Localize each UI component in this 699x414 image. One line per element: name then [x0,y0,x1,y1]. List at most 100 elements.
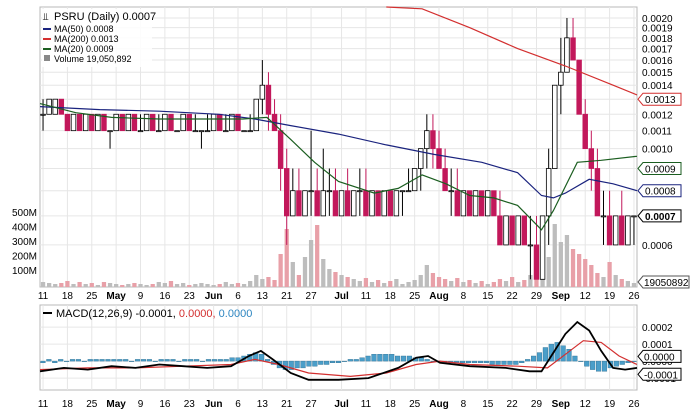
candle-body [241,130,247,133]
price-tick-label: 0.0018 [642,34,673,45]
date-tick-label: 18 [62,291,74,302]
date-tick-label: 25 [86,399,98,410]
macd-histogram-bar [318,360,324,365]
volume-bar [235,283,241,287]
candle-body [137,130,144,133]
candle-body [186,113,192,132]
volume-bar [589,265,594,287]
macd-histogram-bar [182,359,188,362]
candle-body [454,190,461,217]
candle-body [570,37,576,61]
date-tick-label: 25 [409,291,421,302]
macd-histogram-bar [52,360,58,364]
candle-body [101,113,107,132]
candle-body [265,84,272,115]
volume-bar [631,283,637,287]
legend-swatch [44,55,50,61]
macd-histogram-bar [211,359,217,362]
candle-body [338,190,345,217]
price-tick-label: 0.0017 [642,45,673,56]
ma50-line [39,106,638,199]
price-value-badge: 0.0013 [637,92,682,106]
date-tick-label: 11 [38,291,49,302]
candle-body [82,113,89,132]
candle-body [302,190,308,217]
date-tick-label: 25 [409,399,421,410]
candle-body [515,215,521,246]
macd-histogram-bar [75,359,81,362]
volume-bar [339,275,344,287]
volume-bar [528,275,533,287]
candle-body [229,113,235,132]
macd-histogram-bar [117,359,123,362]
volume-bar [455,278,460,287]
macd-value-badge: 0.0000 [637,349,682,363]
macd-histogram-bar [170,359,176,362]
macd-histogram-bar [199,360,206,362]
macd-histogram-bar [631,360,637,362]
candle-body [344,190,351,217]
candle-body [424,130,430,150]
volume-bar [430,273,436,287]
date-tick-label: 13 [257,291,269,302]
candle-body [558,71,564,86]
macd-histogram-bar [353,359,359,362]
candle-body [149,113,156,132]
macd-histogram-bar [477,360,483,364]
macd-histogram-bar [140,359,147,362]
badge-text: 0.0008 [645,187,676,198]
candle-body [430,130,436,150]
macd-histogram-bar [578,360,584,362]
date-tick-label: 8 [461,399,467,410]
candle-body [418,148,424,169]
date-tick-label: Jul [334,291,349,302]
volume-tick-label: 500M [12,208,37,219]
macd-title-part: 0.0000 [216,308,253,320]
macd-histogram-bar [395,355,401,362]
date-tick-label: 12 [580,399,592,410]
candle-body [375,190,381,217]
volume-bar [625,281,630,287]
macd-histogram-bar [265,359,271,362]
date-tick-label: 16 [159,399,171,410]
volume-bar [369,282,375,287]
candle-body [58,98,65,115]
macd-histogram-bar [330,360,336,364]
macd-title-part: 0.0000, [176,308,216,320]
macd-histogram-bar [324,360,330,365]
badge-text: 0.0000 [644,352,675,363]
volume-bar [248,281,253,287]
date-tick-label: 22 [507,291,519,302]
candle-body [192,130,199,133]
volume-bar [601,277,606,287]
date-tick-label: 18 [385,291,397,302]
macd-histogram-bar [99,359,105,362]
legend-background [42,9,152,67]
candle-body [600,215,607,218]
candle-body [162,113,168,132]
volume-bar [302,257,308,287]
price-tick-label: 0.0011 [642,127,672,138]
volume-bar [144,285,149,287]
macd-histogram-bar [489,360,495,365]
volume-tick-label: 200M [12,252,37,263]
volume-bar [345,277,350,287]
candle-body [156,130,162,133]
macd-histogram-bar [471,360,478,364]
candle-body [472,190,479,217]
volume-bar [181,283,186,287]
volume-bar [522,280,527,287]
volume-bar [107,283,113,287]
volume-bar [436,277,442,287]
candle-body [594,168,601,217]
date-tick-label: 25 [86,291,98,302]
badge-text: 0.0013 [645,95,676,106]
date-tick-label: 26 [628,399,640,410]
badge-shape [637,349,682,363]
candle-body [351,190,357,217]
macd-histogram-bar [152,360,158,362]
macd-histogram-bar [513,360,519,365]
macd-histogram-bar [460,360,466,364]
date-tick-label: 18 [62,399,74,410]
